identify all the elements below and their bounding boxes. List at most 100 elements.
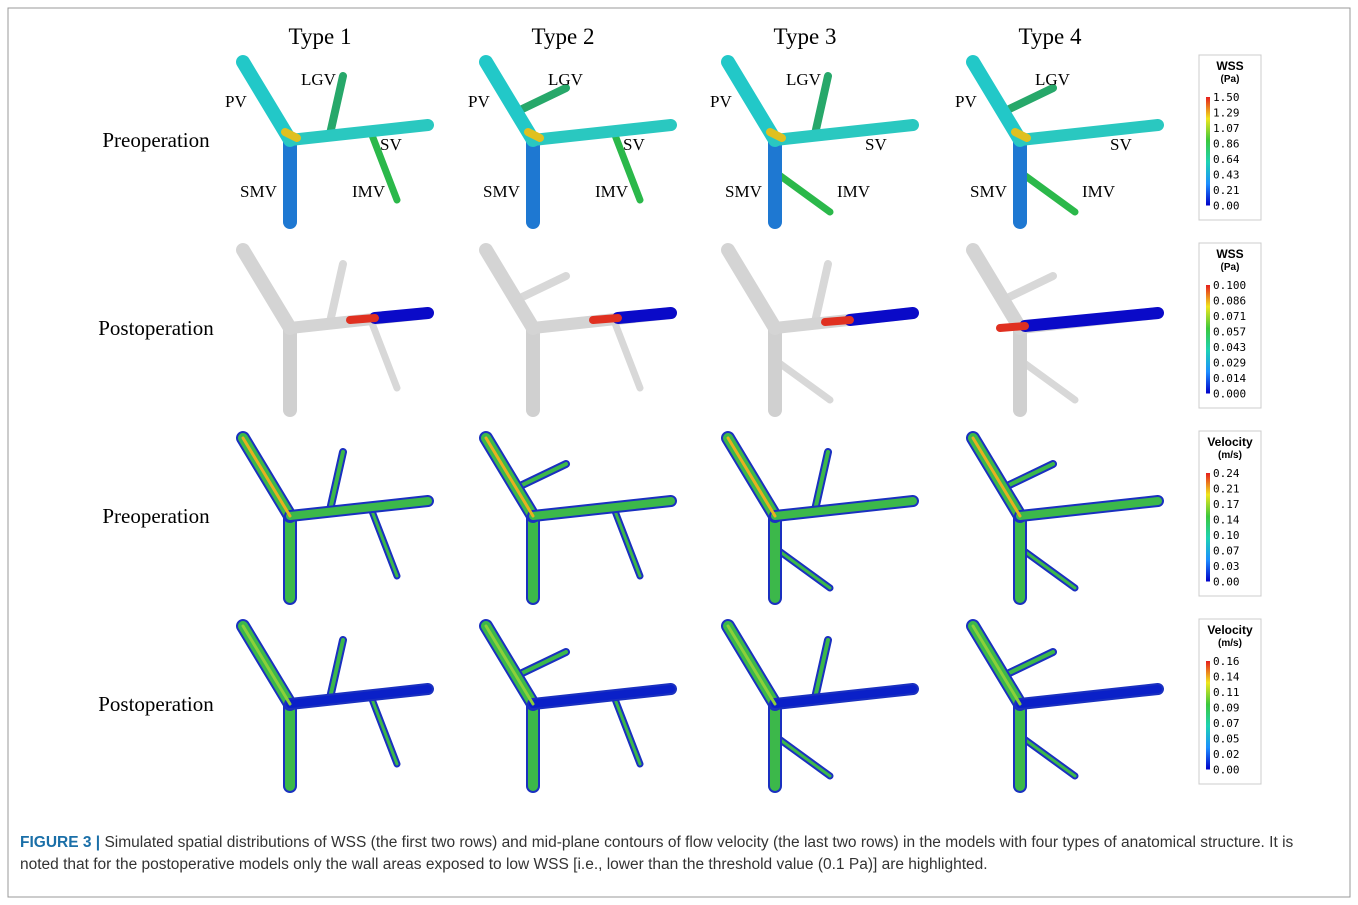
vessel-hotspot <box>285 132 297 138</box>
vessel <box>243 250 290 328</box>
vessel-label: PV <box>225 92 247 111</box>
row-label: Preoperation <box>102 504 210 528</box>
vessel-core <box>973 438 1020 516</box>
colorbar-tick: 0.43 <box>1213 169 1240 182</box>
column-header: Type 1 <box>289 24 352 49</box>
vessel <box>775 360 830 400</box>
vessel <box>1020 172 1075 212</box>
vessel-flow <box>815 640 828 698</box>
vessel-label: LGV <box>548 70 584 89</box>
colorbar <box>1206 661 1210 770</box>
colorbar-tick: 0.071 <box>1213 310 1246 323</box>
vessel-label: PV <box>955 92 977 111</box>
vessel-flow <box>330 640 343 698</box>
vessel-flow <box>613 694 640 764</box>
vessel-core <box>486 626 533 704</box>
vessel <box>486 62 533 140</box>
vessel <box>728 62 775 140</box>
vessel <box>330 264 343 322</box>
vessel-core <box>728 438 775 516</box>
vessel-core <box>243 626 290 704</box>
legend-title: WSS <box>1216 59 1243 73</box>
colorbar-tick: 0.16 <box>1213 655 1240 668</box>
vessel <box>370 318 397 388</box>
colorbar-tick: 0.043 <box>1213 341 1246 354</box>
vessel-label: PV <box>468 92 490 111</box>
colorbar-tick: 0.057 <box>1213 326 1246 339</box>
vessel <box>973 250 1020 328</box>
legend-unit: (Pa) <box>1221 262 1240 273</box>
vessel-label: IMV <box>352 182 386 201</box>
vessel-flow <box>516 464 566 488</box>
vessel-flow <box>1020 548 1075 588</box>
vessel-label: SMV <box>970 182 1008 201</box>
low-wss-region <box>825 320 850 322</box>
vessel-core <box>728 626 775 704</box>
colorbar-tick: 0.014 <box>1213 372 1246 385</box>
legend-title: Velocity <box>1207 623 1253 637</box>
vessel-label: SMV <box>240 182 278 201</box>
vessel <box>973 62 1020 140</box>
column-header: Type 2 <box>532 24 595 49</box>
vessel <box>486 250 533 328</box>
colorbar-tick: 0.17 <box>1213 498 1240 511</box>
vessel-flow <box>815 452 828 510</box>
vessel-flow <box>775 548 830 588</box>
low-wss-region <box>593 318 618 320</box>
colorbar-tick: 0.11 <box>1213 686 1240 699</box>
caption-text: Simulated spatial distributions of WSS (… <box>20 834 1293 873</box>
vessel-label: SV <box>380 135 402 154</box>
colorbar-tick: 0.00 <box>1213 764 1240 777</box>
colorbar <box>1206 285 1210 394</box>
colorbar-tick: 0.14 <box>1213 514 1240 527</box>
colorbar <box>1206 97 1210 206</box>
vessel <box>243 62 290 140</box>
colorbar-tick: 0.000 <box>1213 388 1246 401</box>
vessel <box>728 250 775 328</box>
vessel <box>775 172 830 212</box>
caption-label: FIGURE 3 | <box>20 834 100 851</box>
legend-title: WSS <box>1216 247 1243 261</box>
vessel-label: SMV <box>483 182 521 201</box>
row-label: Postoperation <box>98 316 214 340</box>
vessel-label: SV <box>865 135 887 154</box>
vessel-label: SV <box>1110 135 1132 154</box>
vessel-hotspot <box>770 132 782 138</box>
low-wss-region <box>1025 313 1158 326</box>
vessel-label: LGV <box>1035 70 1071 89</box>
colorbar-tick: 0.24 <box>1213 467 1240 480</box>
vessel <box>516 276 566 300</box>
vessel-label: LGV <box>301 70 337 89</box>
low-wss-region <box>1000 326 1025 328</box>
colorbar <box>1206 473 1210 582</box>
vessel-flow <box>370 694 397 764</box>
vessel <box>1020 125 1158 140</box>
colorbar-tick: 0.05 <box>1213 733 1240 746</box>
vessel-flow <box>1020 736 1075 776</box>
vessel <box>1020 360 1075 400</box>
vessel <box>290 125 428 140</box>
colorbar-tick: 0.029 <box>1213 357 1246 370</box>
vessel <box>815 264 828 322</box>
colorbar-tick: 0.100 <box>1213 279 1246 292</box>
caption: FIGURE 3 | Simulated spatial distributio… <box>20 832 1330 876</box>
vessel-flow <box>330 452 343 510</box>
row-label: Postoperation <box>98 692 214 716</box>
figure: Type 1Type 2Type 3Type 4PreoperationPVLG… <box>0 0 1358 905</box>
colorbar-tick: 1.29 <box>1213 107 1240 120</box>
legend-unit: (m/s) <box>1218 450 1242 461</box>
vessel <box>1003 88 1053 112</box>
vessel <box>1003 276 1053 300</box>
colorbar-tick: 0.14 <box>1213 671 1240 684</box>
legend-title: Velocity <box>1207 435 1253 449</box>
colorbar-tick: 0.00 <box>1213 200 1240 213</box>
colorbar-tick: 0.03 <box>1213 560 1240 573</box>
colorbar-tick: 1.07 <box>1213 122 1240 135</box>
vessel-flow <box>516 652 566 676</box>
vessel-flow <box>775 736 830 776</box>
colorbar-tick: 0.02 <box>1213 748 1240 761</box>
vessel-label: PV <box>710 92 732 111</box>
vessel-hotspot <box>528 132 540 138</box>
colorbar-tick: 0.086 <box>1213 295 1246 308</box>
vessel-flow <box>370 506 397 576</box>
